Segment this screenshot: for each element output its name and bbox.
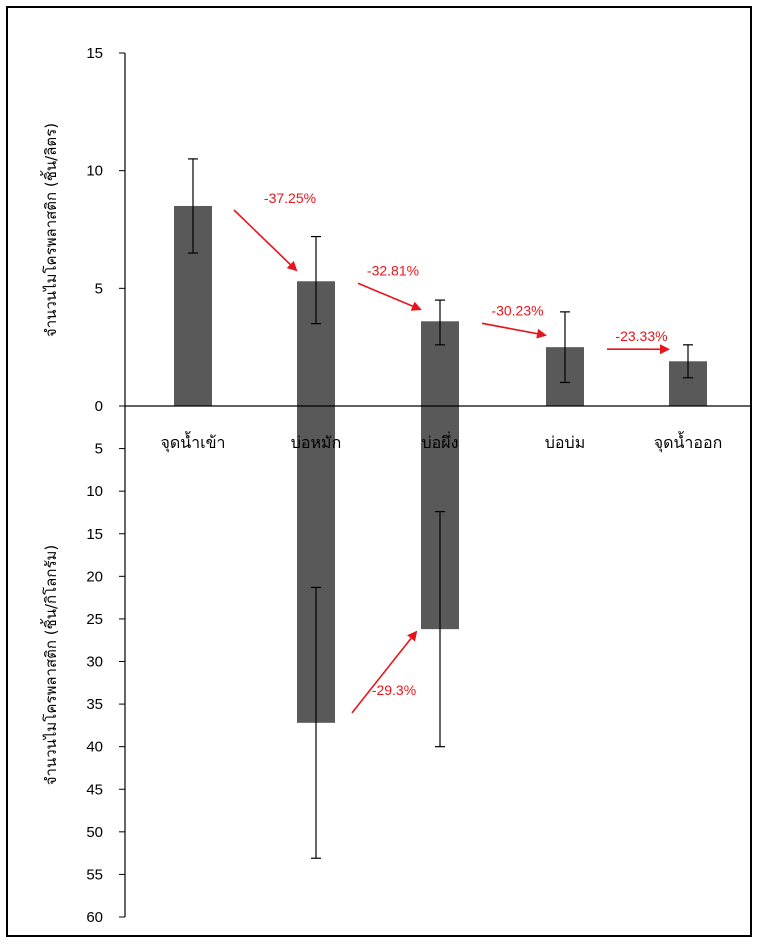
lower-tick-label-35: 35: [86, 696, 103, 713]
upper-error-bar-2: [311, 235, 321, 325]
category-label-5: จุดน้ำออก: [654, 431, 723, 453]
upper-tick-label-5: 5: [95, 280, 103, 297]
upper-tick-label-15: 15: [86, 45, 103, 62]
upper-error-bar-5: [683, 344, 693, 379]
reduction-label-5: -29.3%: [372, 682, 416, 698]
upper-tick-label-0: 0: [95, 398, 103, 415]
upper-y-axis-label: จำนวนไมโครพลาสติก (ชิ้น/ลิตร): [40, 123, 60, 337]
lower-tick-label-15: 15: [86, 526, 103, 543]
lower-error-bar-3: [435, 511, 445, 748]
category-label-1: จุดน้ำเข้า: [160, 431, 225, 453]
upper-error-bar-4: [560, 311, 570, 384]
lower-error-bar-2: [311, 586, 321, 859]
lower-tick-label-50: 50: [86, 824, 103, 841]
lower-tick-label-40: 40: [86, 739, 103, 756]
reduction-label-1: -37.25%: [264, 190, 316, 206]
chart-frame: [6, 6, 752, 937]
upper-error-bar-3: [435, 299, 445, 346]
upper-error-bar-1: [188, 158, 198, 254]
lower-tick-label-30: 30: [86, 654, 103, 671]
reduction-arrow-2: [357, 282, 422, 311]
reduction-label-3: -30.23%: [491, 302, 543, 318]
category-label-4: บ่อบ่ม: [545, 433, 585, 452]
lower-tick-label-25: 25: [86, 611, 103, 628]
reduction-arrow-5: [351, 630, 418, 714]
reduction-annotation-2: -32.81%: [357, 262, 422, 311]
lower-tick-label-45: 45: [86, 781, 103, 798]
reduction-label-2: -32.81%: [367, 262, 419, 278]
upper-tick-label-10: 10: [86, 163, 103, 180]
reduction-label-4: -23.33%: [615, 328, 667, 344]
lower-tick-label-10: 10: [86, 483, 103, 500]
reduction-arrow-3: [481, 322, 547, 339]
reduction-arrow-1: [233, 209, 298, 272]
category-label-3: บ่อผึ่ง: [422, 431, 459, 452]
lower-tick-label-5: 5: [95, 441, 103, 458]
lower-y-axis-label: จำนวนไมโครพลาสติก (ชิ้น/กิโลกรัม): [40, 545, 60, 786]
lower-tick-label-20: 20: [86, 568, 103, 585]
reduction-annotation-3: -30.23%: [481, 302, 547, 339]
category-label-2: บ่อหมัก: [291, 433, 342, 452]
lower-tick-label-55: 55: [86, 866, 103, 883]
reduction-annotation-4: -23.33%: [606, 328, 670, 355]
lower-tick-label-60: 60: [86, 909, 103, 926]
reduction-annotation-1: -37.25%: [233, 190, 316, 272]
reduction-annotation-5: -29.3%: [351, 630, 418, 714]
